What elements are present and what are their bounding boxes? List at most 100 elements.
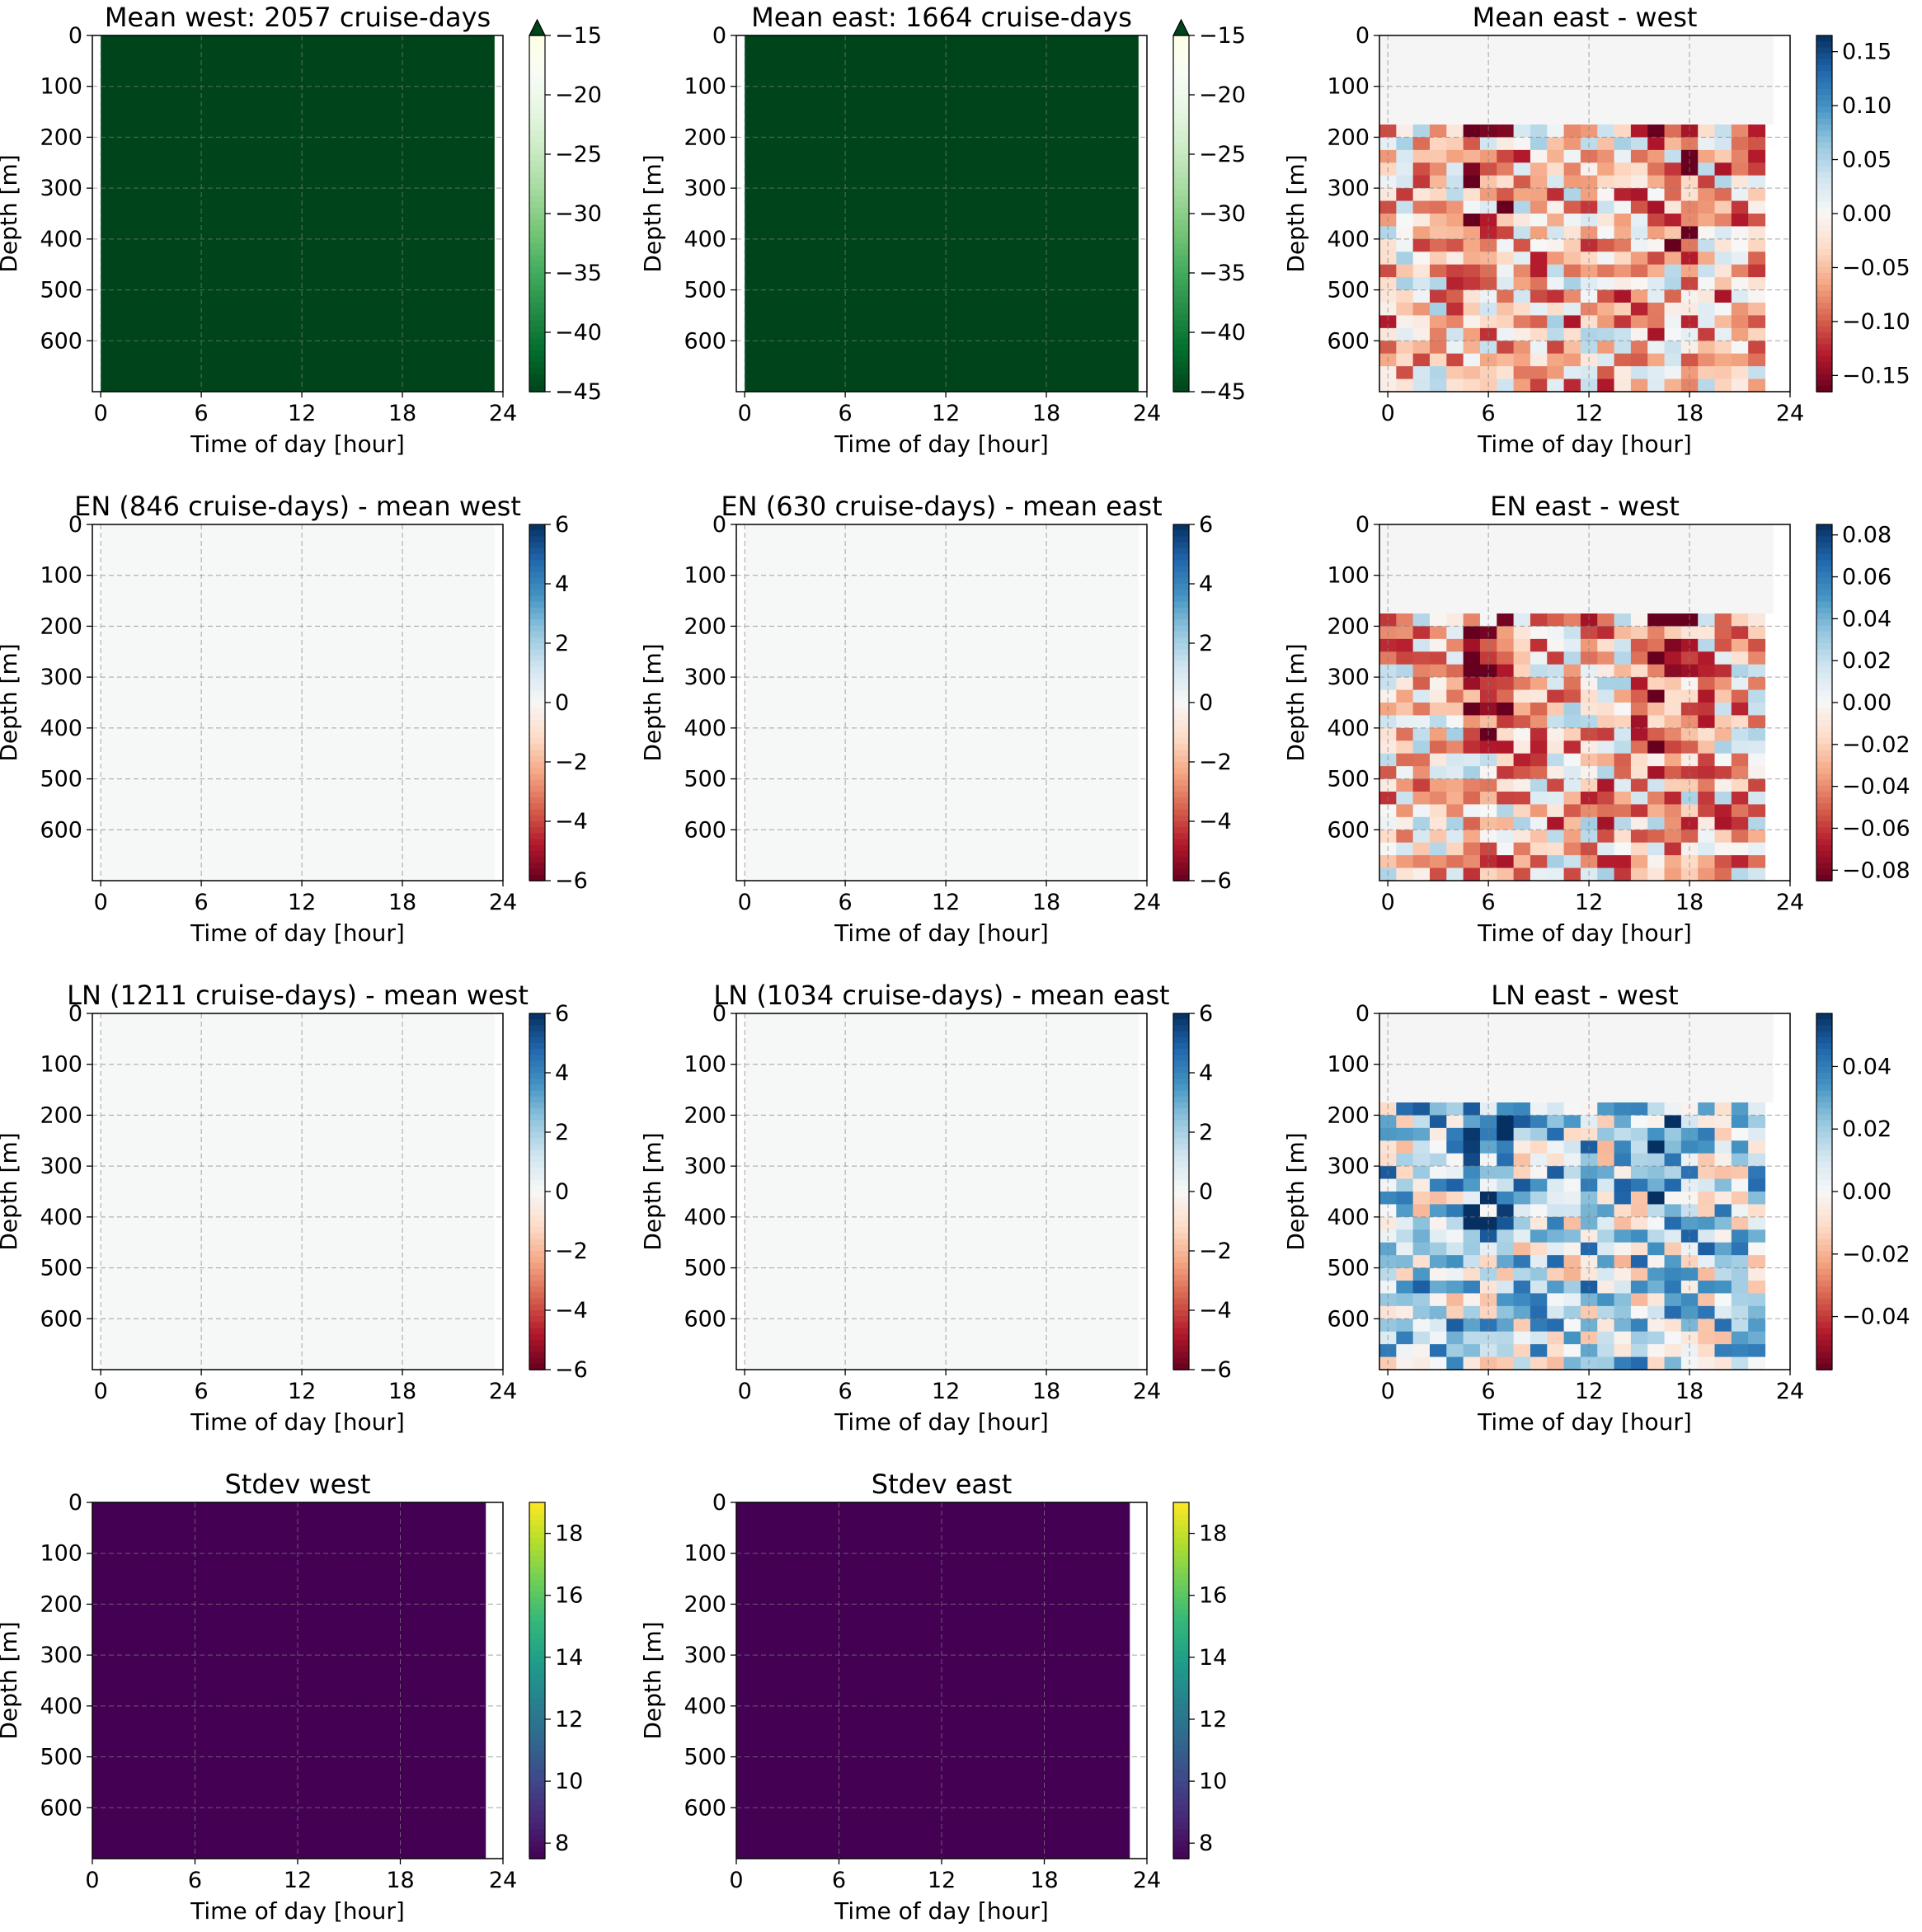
colorbar-segment: [1173, 1573, 1189, 1581]
heatmap-cell: [1446, 1242, 1464, 1256]
colorbar-segment: [1816, 136, 1832, 143]
heatmap-cell: [1446, 1115, 1464, 1129]
heatmap-cell: [1479, 830, 1497, 844]
colorbar-segment: [1173, 1722, 1189, 1729]
heatmap-cell: [1463, 162, 1481, 176]
heatmap-cell: [1429, 277, 1447, 291]
heatmap-cell: [1664, 703, 1682, 717]
heatmap-cell: [1463, 277, 1481, 291]
heatmap-cell: [1731, 1356, 1749, 1370]
heatmap-cell: [1396, 315, 1414, 329]
colorbar-segment: [1816, 177, 1832, 185]
heatmap-cell: [1429, 1192, 1447, 1206]
x-tick-label: 24: [489, 890, 517, 915]
heatmap-cell: [1680, 715, 1699, 729]
heatmap-cell: [1563, 214, 1581, 228]
colorbar-segment: [1816, 266, 1832, 274]
colorbar-segment: [529, 750, 545, 757]
colorbar-segment: [1816, 320, 1832, 327]
colorbar-segment: [529, 1787, 545, 1794]
colorbar-tick-label: 6: [1199, 512, 1213, 538]
colorbar-segment: [529, 785, 545, 792]
heatmap-cell: [1731, 1153, 1749, 1167]
heatmap-cell: [1664, 766, 1682, 780]
colorbar-segment: [1173, 1221, 1189, 1228]
heatmap-cell: [1597, 277, 1615, 291]
heatmap-cell: [1547, 1229, 1565, 1243]
heatmap-cell: [1748, 778, 1766, 792]
heatmap-cell: [1547, 766, 1565, 780]
heatmap-cell: [1664, 1255, 1682, 1269]
heatmap-cell: [1530, 703, 1548, 717]
colorbar-segment: [529, 1781, 545, 1789]
heatmap-cell: [1547, 842, 1565, 856]
heatmap-cell: [1412, 303, 1431, 317]
heatmap-cell: [1731, 200, 1749, 214]
colorbar-segment: [1816, 637, 1832, 644]
heatmap-cell: [1731, 1102, 1749, 1116]
colorbar-segment: [1816, 755, 1832, 763]
colorbar-segment: [1816, 112, 1832, 120]
heatmap-cell: [1563, 1267, 1581, 1281]
heatmap-cell: [1614, 188, 1632, 202]
heatmap-cell: [1731, 753, 1749, 767]
colorbar-segment: [1173, 1162, 1189, 1168]
colorbar-segment: [1173, 1852, 1189, 1859]
heatmap-cell: [1748, 1102, 1766, 1116]
heatmap-cell: [1680, 226, 1699, 240]
heatmap-cell: [1664, 264, 1682, 278]
colorbar-segment: [1816, 1043, 1832, 1050]
heatmap-cell: [1630, 1356, 1648, 1370]
colorbar-segment: [1173, 255, 1189, 262]
heatmap-cell: [1698, 1178, 1716, 1192]
colorbar-segment: [1173, 160, 1189, 167]
heatmap-cell: [1497, 1216, 1515, 1230]
colorbar-tick-label: −25: [1199, 142, 1246, 167]
heatmap-cell: [1547, 378, 1565, 393]
heatmap-cell: [1513, 651, 1531, 665]
colorbar-segment: [1816, 344, 1832, 351]
colorbar-segment: [1173, 590, 1189, 597]
heatmap-cell: [1446, 1166, 1464, 1180]
heatmap-cell: [1429, 855, 1447, 869]
heatmap-cell: [1731, 727, 1749, 741]
heatmap-cell: [1412, 353, 1431, 367]
heatmap-cell: [1446, 353, 1464, 367]
grid: [736, 1013, 1147, 1370]
colorbar-segment: [1173, 53, 1189, 60]
colorbar-segment: [1173, 35, 1189, 42]
heatmap-cell: [1647, 1216, 1666, 1230]
heatmap-cell: [1748, 353, 1766, 367]
heatmap-cell: [1580, 1102, 1598, 1116]
heatmap-cell: [1597, 1102, 1615, 1116]
heatmap-cell: [1731, 1140, 1749, 1154]
heatmap-cell: [1647, 200, 1666, 214]
colorbar-segment: [529, 1644, 545, 1652]
heatmap-cell: [1714, 303, 1732, 317]
heatmap-cell: [1379, 804, 1397, 818]
heatmap-cell: [1396, 341, 1414, 355]
x-tick-label: 18: [1675, 890, 1703, 915]
colorbar-segment: [1173, 1692, 1189, 1699]
heatmap-cell: [1614, 638, 1632, 652]
colorbar-segment: [1173, 355, 1189, 363]
grid: [92, 1013, 503, 1370]
colorbar-segment: [529, 1627, 545, 1634]
colorbar: 0.040.020.00−0.02−0.04: [1816, 1013, 1910, 1370]
y-axis-label: Depth [m]: [1282, 154, 1309, 272]
colorbar-segment: [529, 1043, 545, 1050]
heatmap-cell: [1563, 188, 1581, 202]
colorbar-segment: [1816, 231, 1832, 238]
colorbar-segment: [1816, 1333, 1832, 1341]
heatmap-cell: [1597, 626, 1615, 640]
heatmap-cell: [1597, 226, 1615, 240]
heatmap-cell: [1748, 327, 1766, 341]
colorbar-segment: [1173, 284, 1189, 292]
heatmap-cell: [1698, 1356, 1716, 1370]
heatmap-cell: [1748, 792, 1766, 806]
heatmap-field: [101, 1013, 495, 1370]
heatmap-cell: [1580, 315, 1598, 329]
y-tick-label: 200: [684, 613, 726, 639]
heatmap-cell: [1563, 664, 1581, 678]
